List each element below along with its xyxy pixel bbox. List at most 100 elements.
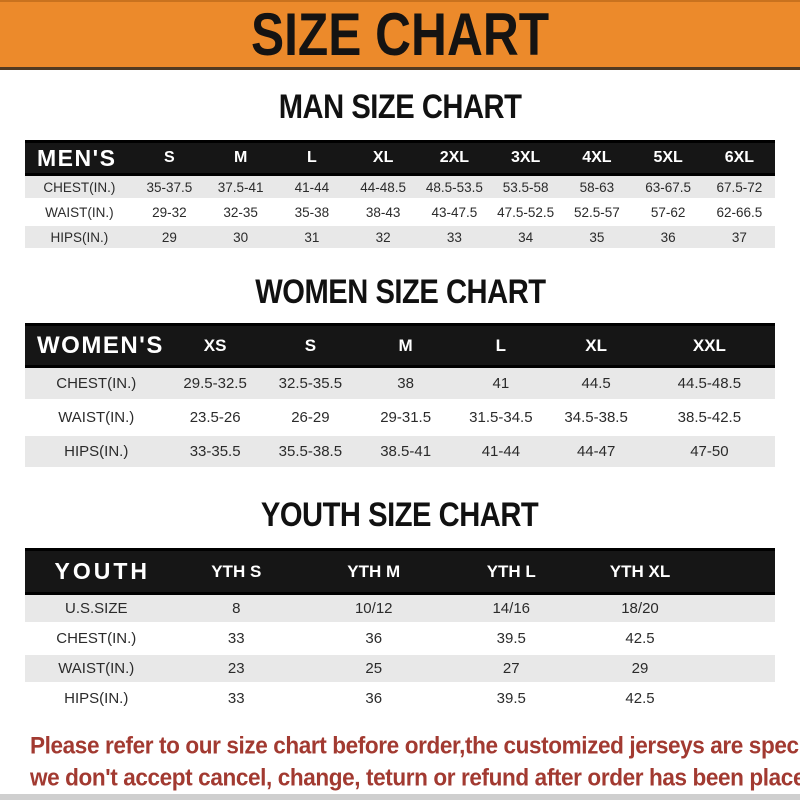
row-label: U.S.SIZE (25, 593, 168, 625)
size-value-cell: 44-48.5 (347, 174, 419, 201)
size-value-cell: 23 (167, 653, 305, 685)
size-value-cell: 38 (358, 366, 454, 402)
size-value-cell: 35-37.5 (133, 174, 205, 201)
size-column-header: XS (167, 323, 263, 368)
size-value-cell: 33-35.5 (167, 434, 263, 470)
section-title-women: WOMEN SIZE CHART (0, 271, 800, 312)
men-size-table: MEN'S S M L XL 2XL 3XL 4XL 5XL 6XL CHEST(IN.) 35-37… (25, 140, 775, 251)
size-value-cell: 35.5-38.5 (262, 434, 358, 470)
size-value-cell: 31 (276, 224, 348, 251)
size-value-cell: 10/12 (305, 593, 443, 625)
size-value-cell: 25 (305, 653, 443, 685)
size-value-cell: 44.5 (548, 366, 644, 402)
size-column-header: M (205, 140, 277, 176)
size-value-cell: 58-63 (561, 174, 633, 201)
row-label: WAIST(IN.) (25, 199, 134, 226)
row-label: HIPS(IN.) (25, 224, 134, 251)
table-header-row: WOMEN'S XS S M L XL XXL (25, 323, 775, 368)
size-value-cell: 41 (453, 366, 549, 402)
size-value-cell: 47-50 (643, 434, 775, 470)
size-column-header: S (133, 140, 205, 176)
size-value-cell: 26-29 (262, 400, 358, 436)
youth-size-table: YOUTH YTH S YTH M YTH L YTH XL U.S.SIZE 8 10/12… (25, 548, 775, 715)
size-value-cell: 62-66.5 (703, 199, 775, 226)
page-title: SIZE CHART (250, 0, 550, 69)
row-label: HIPS(IN.) (25, 683, 168, 715)
disclaimer-line-2: we don't accept cancel, change, teturn o… (30, 763, 800, 791)
size-value-cell: 35 (561, 224, 633, 251)
size-column-header: L (276, 140, 348, 176)
women-size-table: WOMEN'S XS S M L XL XXL CHEST(IN.) 29.5-32.5 32.5… (25, 323, 775, 470)
size-value-cell: 42.5 (580, 623, 775, 655)
size-value-cell: 38.5-41 (358, 434, 454, 470)
size-value-cell: 31.5-34.5 (453, 400, 549, 436)
size-column-header: 3XL (490, 140, 562, 176)
size-value-cell: 41-44 (276, 174, 348, 201)
section-title-women-text: WOMEN SIZE CHART (254, 271, 546, 312)
size-value-cell: 29 (580, 653, 775, 685)
table-header-row: YOUTH YTH S YTH M YTH L YTH XL (25, 548, 775, 595)
size-value-cell: 37 (703, 224, 775, 251)
size-value-cell: 42.5 (580, 683, 775, 715)
measurement-row: CHEST(IN.) 35-37.5 37.5-41 41-44 44-48.5 48.5… (25, 174, 775, 201)
size-value-cell: 29-31.5 (358, 400, 454, 436)
size-value-cell: 39.5 (442, 683, 580, 715)
section-title-youth-text: YOUTH SIZE CHART (261, 494, 539, 535)
section-title-man: MAN SIZE CHART (0, 87, 800, 126)
size-value-cell: 32 (347, 224, 419, 251)
size-value-cell: 30 (205, 224, 277, 251)
row-label: CHEST(IN.) (25, 366, 168, 402)
size-value-cell: 36 (305, 623, 443, 655)
measurement-row: WAIST(IN.) 29-32 32-35 35-38 38-43 43-47.5 47.… (25, 199, 775, 226)
size-value-cell: 43-47.5 (418, 199, 490, 226)
size-column-header: S (262, 323, 358, 368)
size-column-header: YTH M (305, 548, 443, 595)
measurement-row: WAIST(IN.) 23 25 27 29 (25, 653, 775, 685)
measurement-row: U.S.SIZE 8 10/12 14/16 18/20 (25, 593, 775, 625)
size-column-header: 6XL (703, 140, 775, 176)
size-value-cell: 29 (133, 224, 205, 251)
measurement-row: CHEST(IN.) 33 36 39.5 42.5 (25, 623, 775, 655)
size-value-cell: 44.5-48.5 (643, 366, 775, 402)
size-value-cell: 33 (418, 224, 490, 251)
size-value-cell: 34.5-38.5 (548, 400, 644, 436)
size-value-cell: 52.5-57 (561, 199, 633, 226)
page-header-banner: SIZE CHART (0, 0, 800, 70)
disclaimer-text: Please refer to our size chart before or… (0, 730, 800, 793)
size-value-cell: 38-43 (347, 199, 419, 226)
size-column-header: 2XL (418, 140, 490, 176)
size-column-header: XXL (643, 323, 775, 368)
measurement-row: WAIST(IN.) 23.5-26 26-29 29-31.5 31.5-34.5 34… (25, 400, 775, 436)
table-corner-label: WOMEN'S (25, 323, 168, 368)
size-column-header: 5XL (632, 140, 704, 176)
size-column-header: 4XL (561, 140, 633, 176)
row-label: CHEST(IN.) (25, 174, 134, 201)
size-value-cell: 29-32 (133, 199, 205, 226)
table-corner-label: MEN'S (25, 140, 134, 176)
size-column-header: YTH L (442, 548, 580, 595)
size-value-cell: 38.5-42.5 (643, 400, 775, 436)
table-header-row: MEN'S S M L XL 2XL 3XL 4XL 5XL 6XL (25, 140, 775, 176)
size-value-cell: 27 (442, 653, 580, 685)
size-value-cell: 29.5-32.5 (167, 366, 263, 402)
size-value-cell: 32-35 (205, 199, 277, 226)
size-value-cell: 34 (490, 224, 562, 251)
size-value-cell: 8 (167, 593, 305, 625)
size-value-cell: 35-38 (276, 199, 348, 226)
size-value-cell: 18/20 (580, 593, 775, 625)
size-column-header: YTH XL (580, 548, 775, 595)
size-value-cell: 23.5-26 (167, 400, 263, 436)
size-value-cell: 63-67.5 (632, 174, 704, 201)
size-column-header: L (453, 323, 549, 368)
bottom-divider-bar (0, 794, 800, 800)
table-corner-label: YOUTH (25, 548, 168, 595)
size-value-cell: 33 (167, 623, 305, 655)
row-label: CHEST(IN.) (25, 623, 168, 655)
row-label: WAIST(IN.) (25, 400, 168, 436)
measurement-row: HIPS(IN.) 29 30 31 32 33 34 35 36 37 (25, 224, 775, 251)
size-value-cell: 57-62 (632, 199, 704, 226)
measurement-row: HIPS(IN.) 33 36 39.5 42.5 (25, 683, 775, 715)
size-value-cell: 32.5-35.5 (262, 366, 358, 402)
size-value-cell: 48.5-53.5 (418, 174, 490, 201)
